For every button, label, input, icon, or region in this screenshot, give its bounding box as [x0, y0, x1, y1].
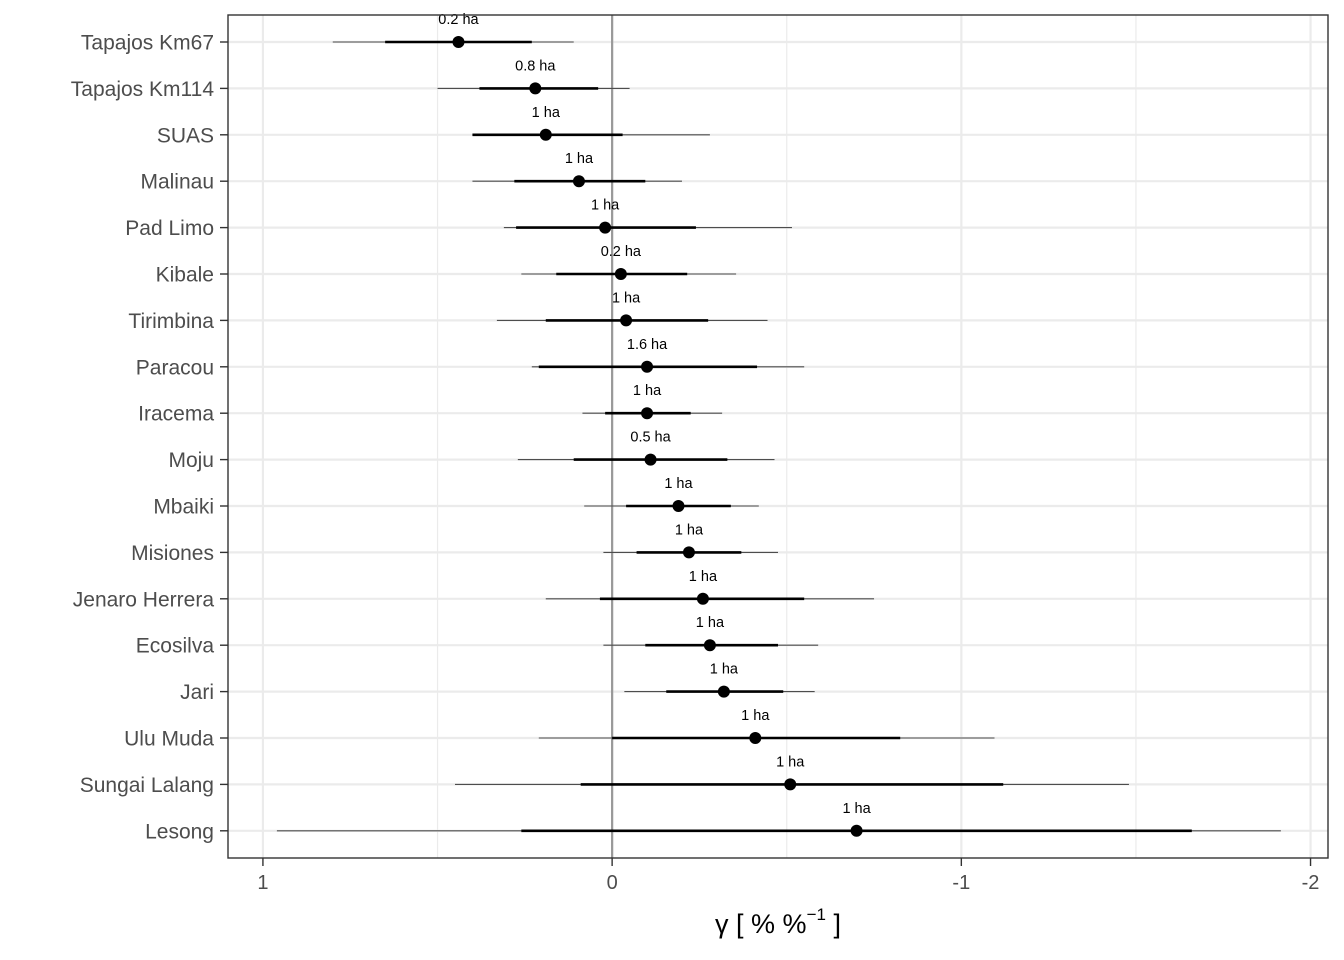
area-label: 1 ha	[591, 198, 620, 214]
area-annotations: 0.2 ha 0.8 ha 1 ha 1 ha 1 ha 0.2 ha 1 ha 1.6 ha…	[438, 12, 871, 817]
area-label: 1 ha	[633, 383, 662, 399]
area-label: 1 ha	[612, 290, 641, 306]
point-estimate	[641, 360, 654, 373]
y-axis: Tapajos Km67 Tapajos Km114 SUAS Malinau Pad …	[71, 32, 228, 843]
x-tick-label: -1	[952, 872, 970, 894]
point-estimate	[717, 685, 730, 698]
interval-bars	[276, 40, 1281, 833]
y-tick-label: Moju	[168, 449, 214, 472]
point-estimate	[614, 268, 627, 280]
area-label: 0.8 ha	[515, 58, 556, 74]
point-estimate	[539, 128, 552, 141]
point-estimate	[672, 500, 685, 512]
point-estimate	[620, 314, 633, 327]
area-label: 1 ha	[689, 569, 718, 585]
plot-panel-background	[228, 15, 1328, 858]
area-label: 0.2 ha	[438, 12, 479, 28]
y-tick-label: Tapajos Km114	[71, 78, 215, 101]
area-label: 1 ha	[710, 662, 739, 678]
area-label: 0.5 ha	[630, 430, 671, 446]
y-tick-label: Sungai Lalang	[80, 774, 214, 797]
area-label: 0.2 ha	[601, 244, 642, 260]
x-axis-title-close: ]	[826, 909, 841, 939]
area-label: 1.6 ha	[627, 337, 668, 353]
y-tick-label: Malinau	[140, 171, 214, 194]
point-estimate	[599, 221, 612, 234]
x-axis-title-main: γ [ % %	[715, 909, 807, 939]
y-tick-label: SUAS	[157, 124, 214, 147]
y-tick-label: Iracema	[138, 403, 214, 426]
point-estimate	[682, 546, 695, 559]
point-estimate	[749, 732, 762, 744]
x-axis-title-superscript: −1	[807, 905, 826, 924]
area-label: 1 ha	[565, 151, 594, 167]
point-estimate	[644, 453, 657, 466]
area-label: 1 ha	[696, 615, 725, 631]
area-label: 1 ha	[664, 476, 693, 492]
y-tick-label: Lesong	[145, 820, 214, 843]
x-tick-label: -2	[1302, 872, 1320, 894]
y-tick-label: Jenaro Herrera	[73, 588, 215, 611]
y-tick-label: Jari	[180, 681, 214, 704]
area-label: 1 ha	[532, 105, 561, 121]
x-tick-label: 1	[257, 872, 268, 894]
plot-panel-border	[227, 14, 1329, 859]
y-tick-label: Paracou	[136, 356, 214, 379]
y-tick-label: Misiones	[131, 542, 214, 565]
point-estimate	[784, 778, 797, 791]
point-estimate	[696, 592, 709, 605]
point-estimate	[641, 407, 654, 420]
point-estimate	[452, 36, 465, 48]
point-estimate	[529, 82, 542, 95]
area-label: 1 ha	[776, 754, 805, 770]
area-label: 1 ha	[741, 708, 770, 724]
point-estimate	[572, 175, 585, 188]
x-axis-title: γ [ % %−1 ]	[715, 905, 841, 939]
y-tick-label: Ecosilva	[136, 635, 215, 658]
point-estimates	[452, 36, 863, 837]
point-estimate	[703, 639, 716, 652]
x-tick-label: 0	[607, 872, 618, 894]
y-tick-label: Ulu Muda	[124, 728, 214, 751]
y-tick-label: Mbaiki	[153, 496, 214, 519]
y-tick-label: Pad Limo	[125, 217, 214, 240]
area-label: 1 ha	[675, 522, 704, 538]
point-estimate	[850, 824, 863, 837]
x-axis: 1 0 -1 -2	[257, 858, 1319, 894]
y-tick-label: Tapajos Km67	[81, 32, 214, 55]
y-tick-label: Kibale	[156, 264, 214, 287]
area-label: 1 ha	[842, 801, 871, 817]
y-tick-label: Tirimbina	[128, 310, 214, 333]
